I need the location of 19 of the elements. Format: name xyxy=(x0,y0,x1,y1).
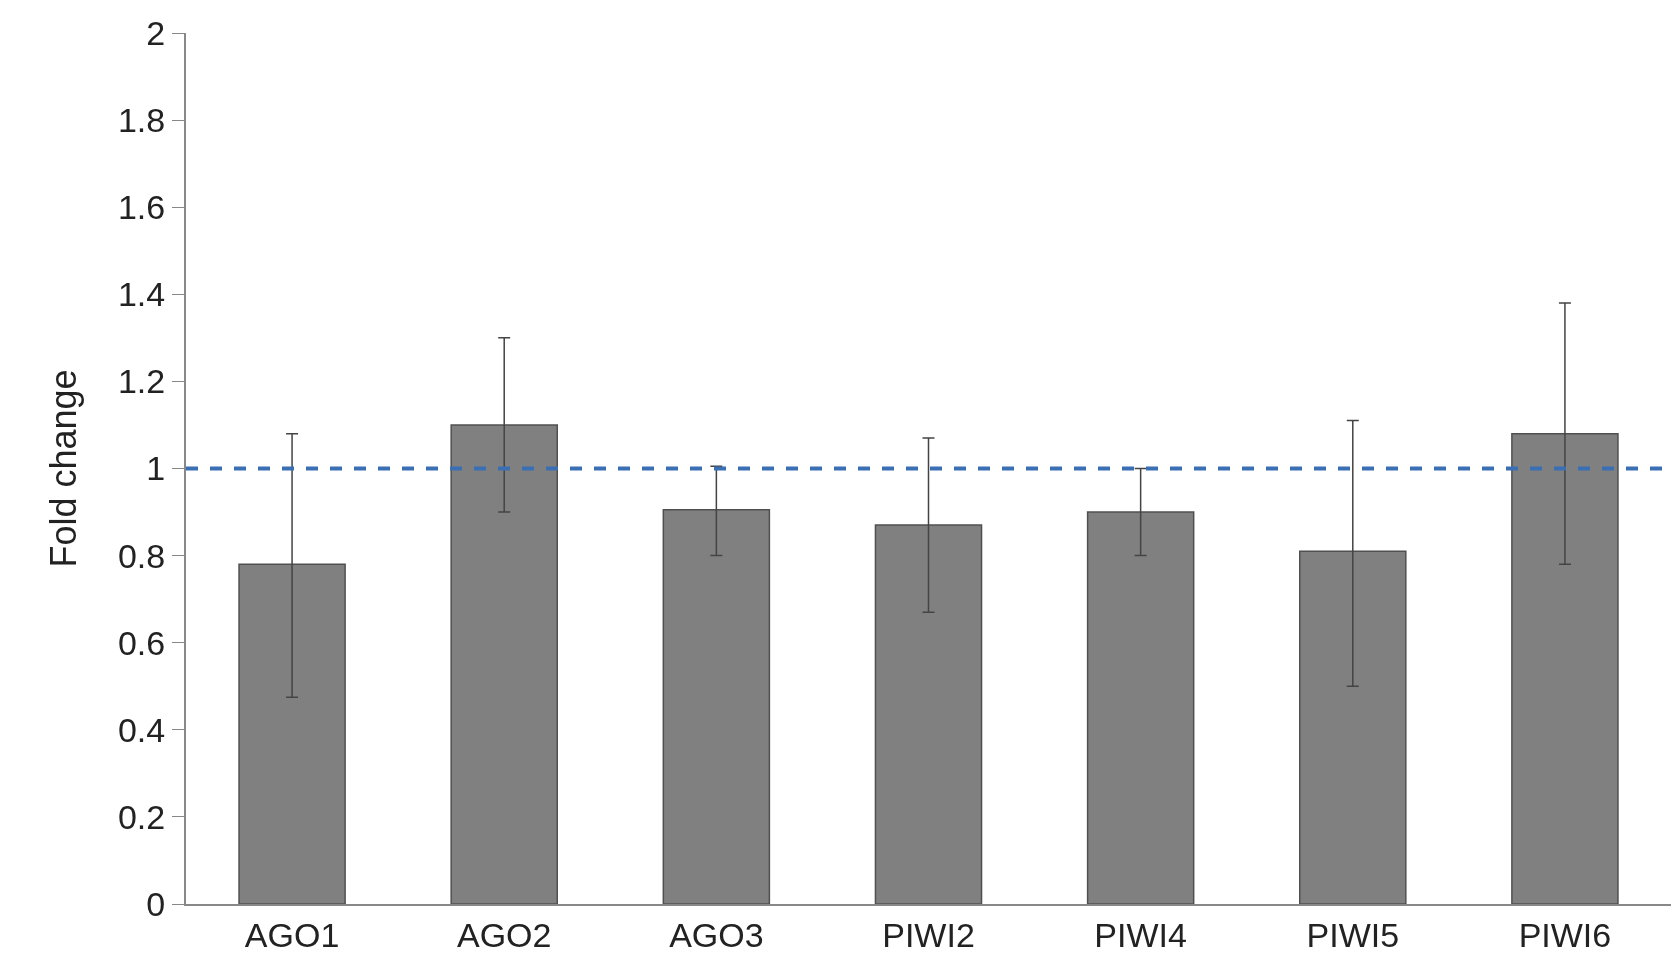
x-tick-label: PIWI5 xyxy=(1306,915,1400,954)
y-tick-label: 0 xyxy=(146,884,166,923)
y-axis-title: Fold change xyxy=(43,369,85,568)
y-tick-label: 1.8 xyxy=(117,101,166,139)
x-tick-label: PIWI6 xyxy=(1518,915,1612,954)
x-tick-label: AGO3 xyxy=(669,915,764,954)
y-tick-label: 1.2 xyxy=(117,362,166,401)
y-tick-label: 0.6 xyxy=(117,623,166,662)
y-tick-label: 0.4 xyxy=(117,710,166,749)
x-tick-label: AGO1 xyxy=(244,915,340,954)
y-tick-label: 1.4 xyxy=(117,275,166,314)
y-tick-label: 1.6 xyxy=(117,188,166,227)
y-tick-label: 0.2 xyxy=(117,797,166,836)
y-tick-label: 0.8 xyxy=(117,536,166,575)
y-tick-label: 2 xyxy=(146,13,166,52)
x-tick-label: AGO2 xyxy=(456,915,552,954)
x-tick-label: PIWI2 xyxy=(882,915,975,954)
y-tick-label: 1 xyxy=(146,449,166,488)
x-tick-label: PIWI4 xyxy=(1094,915,1187,954)
